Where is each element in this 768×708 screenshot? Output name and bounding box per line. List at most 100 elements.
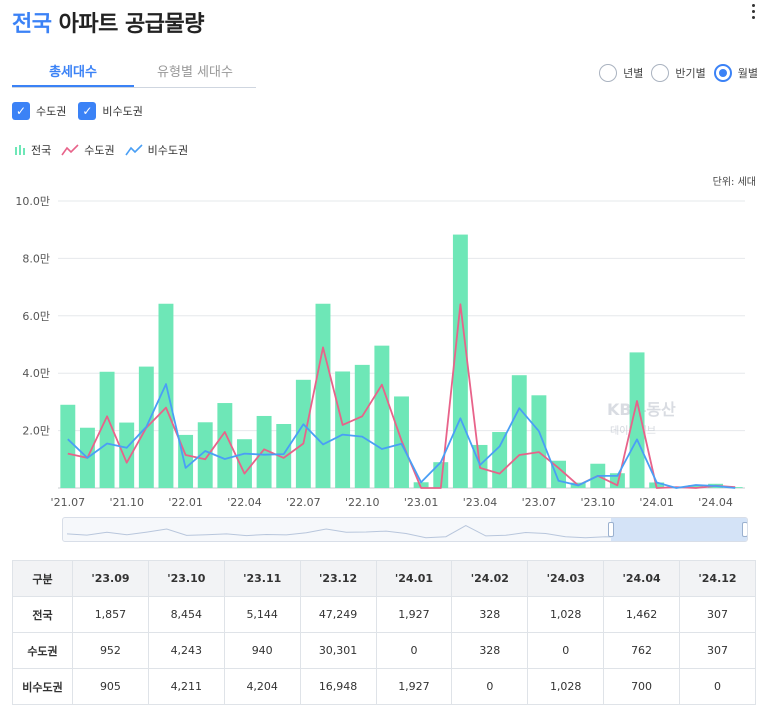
- table-row: 비수도권 905 4,211 4,204 16,948 1,927 0 1,028 700 0: [12, 668, 756, 705]
- slider-selection[interactable]: [611, 518, 747, 541]
- chart-legend: 전국 수도권 비수도권: [14, 142, 198, 158]
- radio-circle-icon: [651, 64, 670, 82]
- bar-nationwide: [315, 303, 331, 488]
- bar-nationwide: [295, 379, 311, 488]
- table-cell: 4,211: [147, 668, 225, 705]
- x-tick-label: '21.07: [51, 496, 86, 509]
- y-tick-label: 10.0만: [15, 195, 50, 208]
- table-cell: 4,243: [147, 632, 225, 669]
- legend-item-non-capital[interactable]: 비수도권: [124, 142, 189, 158]
- table-cell: 952: [72, 632, 149, 669]
- checkbox-non-capital-area-label: 비수도권: [102, 105, 143, 118]
- bar-nationwide: [197, 422, 213, 488]
- x-tick-label: '22.07: [286, 496, 321, 509]
- x-tick-label: '24.04: [698, 496, 733, 509]
- bar-nationwide: [99, 371, 115, 488]
- line-chart-icon: [61, 144, 79, 156]
- bar-nationwide: [335, 371, 351, 488]
- table-header-month: '23.12: [299, 560, 377, 597]
- table-row: 수도권 952 4,243 940 30,301 0 328 0 762 307: [12, 632, 756, 669]
- bar-nationwide: [217, 403, 233, 488]
- table-cell: 1,028: [527, 668, 605, 705]
- legend-item-capital[interactable]: 수도권: [61, 142, 115, 158]
- x-tick-label: '22.01: [168, 496, 203, 509]
- table-cell: 905: [72, 668, 149, 705]
- checkbox-capital-area-label: 수도권: [36, 105, 67, 118]
- range-slider[interactable]: [62, 517, 748, 542]
- x-tick-label: '23.01: [404, 496, 439, 509]
- table-cell: 940: [223, 632, 301, 669]
- region-filter-group: ✓ 수도권 ✓ 비수도권: [12, 102, 155, 120]
- bar-nationwide: [688, 485, 704, 488]
- radio-half-yearly-label: 반기별: [675, 67, 706, 80]
- line-chart-icon: [124, 144, 143, 156]
- x-tick-label: '22.04: [227, 496, 262, 509]
- table-cell: 1,462: [603, 596, 680, 633]
- bar-nationwide: [492, 432, 508, 488]
- radio-half-yearly[interactable]: 반기별: [651, 64, 706, 82]
- radio-monthly-label: 월별: [737, 67, 758, 80]
- y-tick-label: 2.0만: [22, 425, 50, 438]
- table-header-month: '23.10: [147, 560, 225, 597]
- legend-label-nationwide: 전국: [31, 144, 52, 157]
- radio-monthly[interactable]: 월별: [713, 64, 758, 82]
- bar-nationwide: [629, 352, 645, 488]
- table-cell: 328: [451, 632, 529, 669]
- check-icon: ✓: [78, 102, 97, 120]
- line-non-capital: [67, 383, 736, 489]
- slider-left-handle[interactable]: [608, 522, 614, 537]
- table-cell: 307: [679, 596, 756, 633]
- table-header-month: '24.04: [603, 560, 680, 597]
- bar-nationwide: [354, 364, 370, 488]
- supply-chart[interactable]: 2.0만4.0만6.0만8.0만10.0만KB부동산데이터허브'21.07'21…: [0, 188, 768, 513]
- bar-nationwide: [256, 415, 272, 488]
- legend-label-capital: 수도권: [84, 144, 115, 157]
- table-cell: 0: [527, 632, 605, 669]
- table-header-month: '23.11: [223, 560, 301, 597]
- unit-label: 단위: 세대: [712, 177, 756, 188]
- table-header-month: '24.02: [451, 560, 529, 597]
- title-accent: 전국: [12, 12, 52, 37]
- table-row-header: 전국: [12, 596, 73, 633]
- table-cell: 47,249: [299, 596, 377, 633]
- x-tick-label: '23.10: [581, 496, 616, 509]
- radio-yearly[interactable]: 년별: [599, 64, 643, 82]
- table-cell: 8,454: [147, 596, 225, 633]
- legend-item-nationwide[interactable]: 전국: [14, 142, 51, 158]
- table-cell: 16,948: [299, 668, 377, 705]
- table-cell: 0: [451, 668, 529, 705]
- table-cell: 5,144: [223, 596, 301, 633]
- bar-nationwide: [433, 462, 449, 488]
- y-tick-label: 8.0만: [22, 252, 50, 265]
- more-vertical-icon[interactable]: [746, 0, 760, 22]
- title-rest: 아파트 공급물량: [51, 12, 205, 37]
- x-tick-label: '22.10: [345, 496, 380, 509]
- table-header-month: '24.01: [375, 560, 453, 597]
- table-cell: 328: [451, 596, 529, 633]
- table-cell: 1,857: [72, 596, 149, 633]
- checkbox-capital-area[interactable]: ✓ 수도권: [12, 102, 66, 120]
- bar-nationwide: [158, 303, 174, 488]
- slider-right-handle[interactable]: [742, 522, 747, 537]
- table-row-header: 비수도권: [12, 668, 73, 705]
- bar-nationwide: [511, 375, 527, 488]
- tab-households-by-type[interactable]: 유형별 세대수: [157, 65, 233, 80]
- bar-nationwide: [60, 404, 76, 488]
- bar-chart-icon: [15, 145, 25, 155]
- x-tick-label: '21.10: [109, 496, 144, 509]
- tab-total-households[interactable]: 총세대수: [12, 62, 134, 87]
- tab-bar: 총세대수 유형별 세대수: [12, 62, 256, 88]
- legend-label-non-capital: 비수도권: [147, 144, 189, 157]
- table-cell: 30,301: [299, 632, 377, 669]
- bar-nationwide: [413, 482, 429, 488]
- table-cell: 0: [375, 632, 453, 669]
- bar-nationwide: [374, 345, 390, 488]
- table-cell: 1,028: [527, 596, 605, 633]
- supply-table: 구분 '23.09'23.10'23.11'23.12'24.01'24.02'2…: [12, 560, 756, 705]
- x-tick-label: '23.07: [522, 496, 557, 509]
- page-title: 전국 아파트 공급물량: [12, 6, 204, 38]
- checkbox-non-capital-area[interactable]: ✓ 비수도권: [78, 102, 143, 120]
- x-tick-label: '24.01: [639, 496, 674, 509]
- radio-selected-icon: [713, 64, 732, 82]
- y-tick-label: 6.0만: [22, 310, 50, 323]
